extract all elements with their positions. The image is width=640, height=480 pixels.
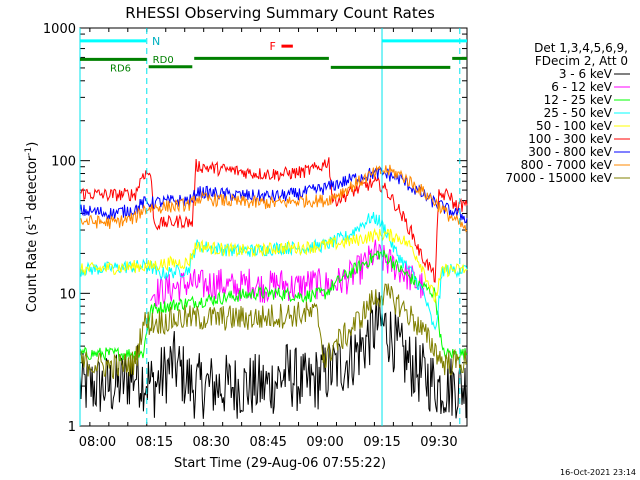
flare-marker-label: F bbox=[269, 40, 275, 53]
night-indicator-label: N bbox=[152, 35, 160, 48]
x-axis-label: Start Time (29-Aug-06 07:55:22) bbox=[174, 456, 386, 471]
series-line bbox=[79, 249, 468, 361]
series-line bbox=[79, 227, 468, 304]
y-axis: 1 10 100 1000 bbox=[43, 22, 467, 435]
y-axis-label-part: Count Rate (s bbox=[25, 224, 40, 313]
y-tick-label: 10 bbox=[59, 287, 76, 302]
decimation-label: RD0 bbox=[153, 55, 174, 66]
x-tick-label: 09:30 bbox=[420, 435, 457, 450]
series-line bbox=[79, 167, 468, 224]
x-tick-label: 08:45 bbox=[249, 435, 286, 450]
x-tick-label: 09:00 bbox=[306, 435, 343, 450]
series-line bbox=[80, 164, 468, 233]
y-axis-label-sup: -1 bbox=[24, 147, 34, 156]
y-tick-label: 1000 bbox=[43, 22, 76, 37]
legend-entry-label: 100 - 300 keV bbox=[528, 132, 612, 146]
decimation-label: RD6 bbox=[110, 63, 131, 74]
chart-title: RHESSI Observing Summary Count Rates bbox=[125, 4, 435, 22]
series-layer bbox=[79, 157, 468, 419]
y-axis-label-part: detector bbox=[25, 155, 40, 215]
y-tick-label: 100 bbox=[51, 155, 76, 170]
series-line bbox=[79, 292, 468, 419]
legend-header: FDecim 2, Att 0 bbox=[535, 54, 628, 68]
legend-entry-label: 50 - 100 keV bbox=[536, 119, 613, 133]
annotation-layer: N RD6 RD0 F bbox=[79, 28, 467, 426]
series-line bbox=[79, 157, 468, 283]
legend-entry-label: 3 - 6 keV bbox=[559, 67, 613, 81]
x-tick-label: 08:30 bbox=[193, 435, 230, 450]
y-tick-label: 1 bbox=[68, 420, 76, 435]
y-axis-label-part: ) bbox=[25, 142, 40, 147]
legend-entry-label: 7000 - 15000 keV bbox=[505, 171, 612, 185]
x-axis: 08:00 08:15 08:30 08:45 09:00 09:15 09:30 bbox=[79, 28, 458, 450]
legend-entry-label: 300 - 800 keV bbox=[528, 145, 612, 159]
x-tick-label: 08:00 bbox=[79, 435, 116, 450]
legend-entry-label: 800 - 7000 keV bbox=[521, 158, 613, 172]
legend-entry-label: 6 - 12 keV bbox=[551, 80, 613, 94]
legend: Det 1,3,4,5,6,9, FDecim 2, Att 0 3 - 6 k… bbox=[505, 41, 630, 185]
footer-timestamp: 16-Oct-2021 23:14 bbox=[560, 468, 636, 477]
legend-header: Det 1,3,4,5,6,9, bbox=[534, 41, 628, 55]
y-axis-label: Count Rate (s-1 detector-1) bbox=[24, 142, 40, 313]
legend-entry-label: 12 - 25 keV bbox=[544, 93, 613, 107]
y-axis-label-sup: -1 bbox=[24, 215, 34, 224]
x-tick-label: 08:15 bbox=[136, 435, 173, 450]
x-tick-label: 09:15 bbox=[363, 435, 400, 450]
legend-entry-label: 25 - 50 keV bbox=[544, 106, 613, 120]
series-line bbox=[79, 283, 468, 380]
